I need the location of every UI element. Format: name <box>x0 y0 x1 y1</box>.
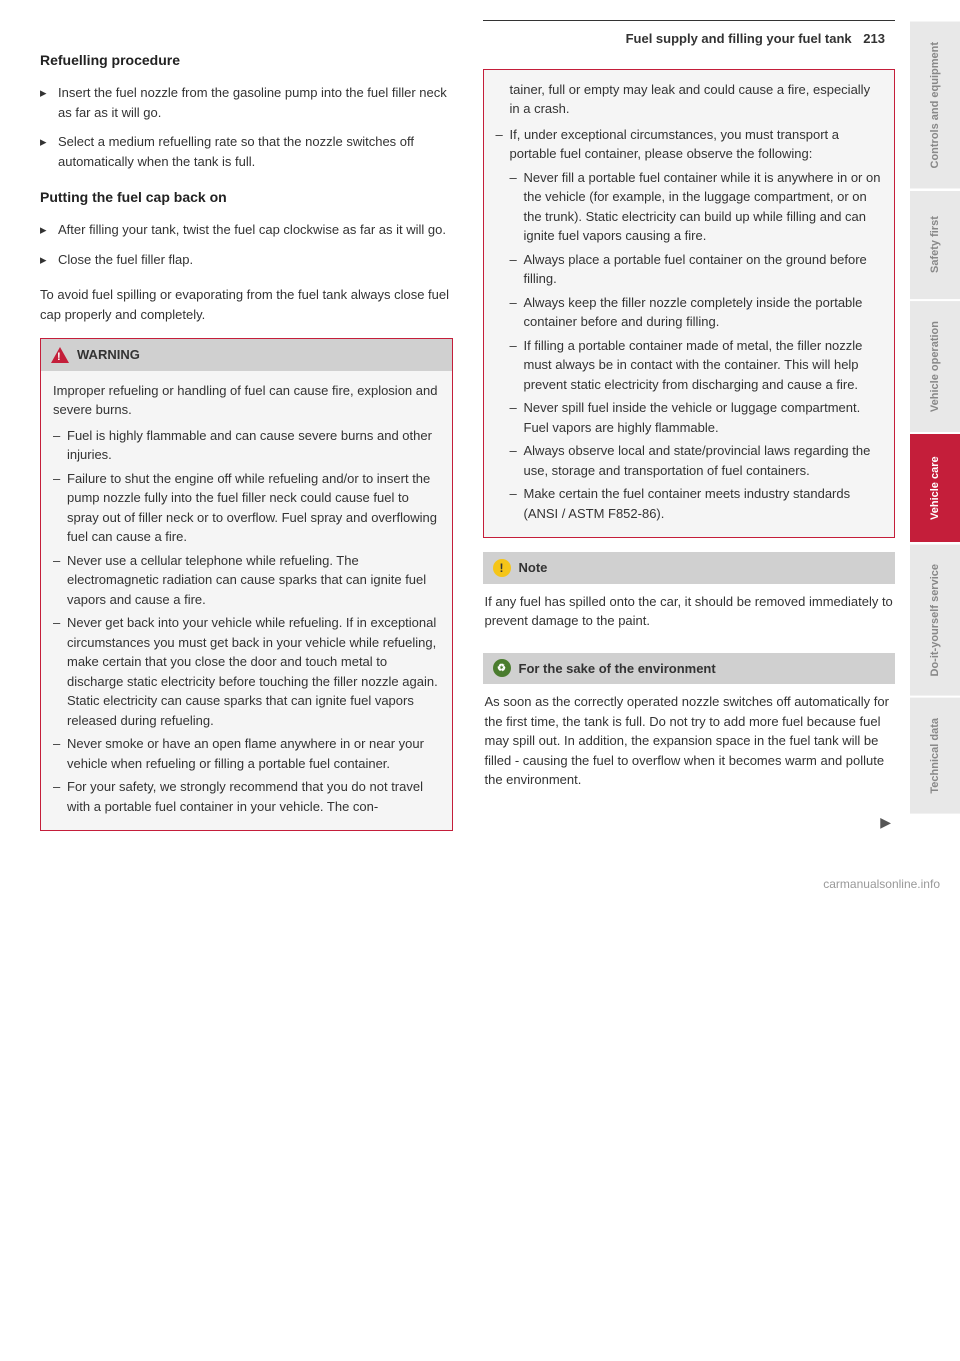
list-item: Never fill a portable fuel container whi… <box>510 168 883 246</box>
env-body: As soon as the correctly operated nozzle… <box>483 684 896 798</box>
left-column: Refuelling procedure Insert the fuel noz… <box>40 20 453 845</box>
heading-fuelcap: Putting the fuel cap back on <box>40 187 453 208</box>
body-paragraph: To avoid fuel spilling or evaporating fr… <box>40 285 453 324</box>
note-body: If any fuel has spilled onto the car, it… <box>483 584 896 639</box>
tab-technical[interactable]: Technical data <box>910 696 960 814</box>
list-item: After filling your tank, twist the fuel … <box>40 220 453 240</box>
tab-diy[interactable]: Do-it-yourself service <box>910 542 960 696</box>
warning-box: WARNING Improper refueling or handling o… <box>40 338 453 831</box>
sidebar-tabs: Controls and equipment Safety first Vehi… <box>910 20 960 845</box>
tab-vehicle-care[interactable]: Vehicle care <box>910 432 960 542</box>
warning-intro: Improper refueling or handling of fuel c… <box>53 381 440 420</box>
note-label: Note <box>519 558 548 578</box>
right-column: Fuel supply and filling your fuel tank 2… <box>483 20 896 845</box>
warning-label: WARNING <box>77 345 140 365</box>
environment-box: ♻ For the sake of the environment As soo… <box>483 653 896 798</box>
list-item: Always observe local and state/provincia… <box>510 441 883 480</box>
page-number: 213 <box>863 31 885 46</box>
list-item: If filling a portable container made of … <box>510 336 883 395</box>
note-info-icon: ! <box>493 559 511 577</box>
list-item: Never smoke or have an open flame anywhe… <box>53 734 440 773</box>
page-header: Fuel supply and filling your fuel tank 2… <box>483 29 896 49</box>
note-box: ! Note If any fuel has spilled onto the … <box>483 552 896 639</box>
list-item: Make certain the fuel container meets in… <box>510 484 883 523</box>
tab-operation[interactable]: Vehicle operation <box>910 299 960 432</box>
tab-controls[interactable]: Controls and equipment <box>910 20 960 189</box>
fuelcap-steps: After filling your tank, twist the fuel … <box>40 220 453 269</box>
warning-triangle-icon <box>51 347 69 363</box>
heading-refuelling: Refuelling procedure <box>40 50 453 71</box>
list-item: Never spill fuel inside the vehicle or l… <box>510 398 883 437</box>
list-item: Fuel is highly flammable and can cause s… <box>53 426 440 465</box>
tab-safety[interactable]: Safety first <box>910 189 960 299</box>
list-item: Never use a cellular telephone while ref… <box>53 551 440 610</box>
env-header: ♻ For the sake of the environment <box>483 653 896 685</box>
refuelling-steps: Insert the fuel nozzle from the gasoline… <box>40 83 453 171</box>
list-item: Always keep the filler nozzle completely… <box>510 293 883 332</box>
environment-leaf-icon: ♻ <box>493 659 511 677</box>
chapter-title: Fuel supply and filling your fuel tank <box>626 31 852 46</box>
list-item: Failure to shut the engine off while ref… <box>53 469 440 547</box>
note-header: ! Note <box>483 552 896 584</box>
warning-box-continued: tainer, full or empty may leak and could… <box>483 69 896 539</box>
list-item: If, under exceptional circumstances, you… <box>496 125 883 524</box>
list-item: Insert the fuel nozzle from the gasoline… <box>40 83 453 122</box>
footer-source: carmanualsonline.info <box>0 865 960 903</box>
continue-arrow-icon: ▶ <box>483 812 896 833</box>
list-item: Close the fuel filler flap. <box>40 250 453 270</box>
list-item: Never get back into your vehicle while r… <box>53 613 440 730</box>
warning-cont-text: tainer, full or empty may leak and could… <box>496 80 883 119</box>
env-label: For the sake of the environment <box>519 659 716 679</box>
list-item: Select a medium refuelling rate so that … <box>40 132 453 171</box>
list-item: For your safety, we strongly recommend t… <box>53 777 440 816</box>
warning-header: WARNING <box>41 339 452 371</box>
list-item: Always place a portable fuel container o… <box>510 250 883 289</box>
